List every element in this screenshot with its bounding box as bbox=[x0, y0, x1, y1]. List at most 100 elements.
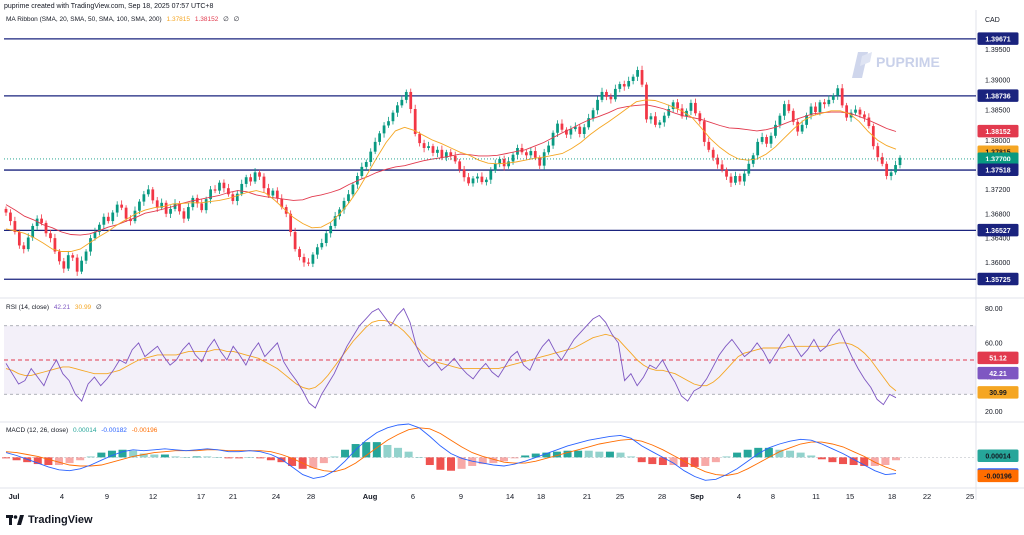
candles bbox=[4, 65, 902, 276]
candle-body bbox=[396, 105, 399, 113]
candle-body bbox=[854, 109, 857, 113]
candle-body bbox=[484, 179, 488, 183]
price-tag-label: 30.99 bbox=[989, 390, 1007, 397]
candle-body bbox=[351, 184, 355, 195]
candle-body bbox=[409, 91, 413, 110]
candle-body bbox=[249, 177, 253, 182]
candle-body bbox=[653, 116, 657, 125]
rsi-legend[interactable]: RSI (14, close) 42.21 30.99 ∅ bbox=[6, 303, 102, 311]
candle-body bbox=[787, 104, 791, 111]
candle-body bbox=[840, 88, 844, 106]
macd-histogram-bar bbox=[245, 457, 254, 458]
price-axis-tick: 1.38500 bbox=[985, 108, 1010, 115]
candle-body bbox=[347, 194, 350, 201]
price-tag-label: 1.37518 bbox=[985, 168, 1010, 175]
candle-body bbox=[4, 208, 8, 213]
macd-legend[interactable]: MACD (12, 26, close) 0.00014 -0.00182 -0… bbox=[6, 427, 157, 434]
candle-body bbox=[369, 151, 373, 162]
candle-body bbox=[338, 209, 341, 217]
candle-body bbox=[782, 104, 786, 116]
candle-body bbox=[729, 176, 733, 183]
candle-body bbox=[627, 80, 631, 87]
ma-ribbon-legend[interactable]: MA Ribbon (SMA, 20, SMA, 50, SMA, 100, S… bbox=[6, 15, 239, 23]
candle-body bbox=[227, 188, 230, 195]
price-axis-tick: 1.37200 bbox=[985, 187, 1010, 194]
macd-histogram-bar bbox=[160, 454, 169, 458]
sma50-value: 1.38152 bbox=[194, 16, 219, 23]
candle-body bbox=[831, 95, 835, 100]
macd-histogram-bar bbox=[129, 450, 138, 458]
macd-histogram-bar bbox=[65, 457, 74, 464]
candle-body bbox=[796, 121, 800, 132]
macd-value: -0.00182 bbox=[101, 427, 127, 434]
candle-body bbox=[511, 154, 515, 162]
candle-body bbox=[560, 123, 564, 130]
candle-body bbox=[106, 216, 110, 222]
macd-histogram-bar bbox=[256, 457, 265, 459]
candle-body bbox=[582, 127, 586, 134]
candle-body bbox=[253, 172, 257, 182]
rsi-ma-line bbox=[5, 320, 897, 392]
candle-body bbox=[311, 254, 315, 264]
candle-body bbox=[315, 247, 319, 255]
candle-body bbox=[440, 149, 444, 158]
candle-body bbox=[142, 194, 146, 202]
watermark: PUPRIME bbox=[852, 52, 940, 78]
candle-body bbox=[138, 201, 141, 211]
candle-body bbox=[404, 91, 408, 100]
macd-histogram-bar bbox=[552, 451, 561, 458]
candle-body bbox=[636, 70, 639, 77]
candle-body bbox=[209, 189, 212, 200]
candle-body bbox=[57, 251, 61, 262]
time-axis-label: 21 bbox=[583, 492, 591, 501]
footer-logo[interactable]: TradingView bbox=[6, 512, 93, 528]
macd-histogram-bar bbox=[531, 453, 540, 458]
candle-body bbox=[698, 113, 702, 122]
price-tag-level bbox=[977, 32, 1019, 45]
macd-histogram-bar bbox=[849, 457, 858, 466]
macd-histogram-bar bbox=[319, 457, 328, 464]
candle-body bbox=[467, 177, 470, 184]
candle-body bbox=[769, 135, 773, 144]
price-tag-sma50 bbox=[977, 351, 1019, 365]
macd-histogram-bar bbox=[288, 457, 297, 466]
candle-body bbox=[898, 157, 902, 166]
candle-body bbox=[182, 211, 186, 219]
time-axis-label: 28 bbox=[307, 492, 315, 501]
candle-body bbox=[711, 149, 715, 158]
rsi-ma-value: 30.99 bbox=[74, 304, 92, 311]
time-axis-label: 18 bbox=[537, 492, 545, 501]
candle-body bbox=[742, 173, 746, 182]
candle-body bbox=[427, 146, 430, 148]
macd-histogram-bar bbox=[680, 457, 689, 467]
time-axis-label: Aug bbox=[363, 492, 378, 501]
candle-body bbox=[547, 145, 551, 153]
macd-histogram-bar bbox=[701, 457, 710, 466]
macd-histogram-bar bbox=[330, 456, 339, 458]
macd-histogram-bar bbox=[648, 457, 657, 465]
candle-body bbox=[680, 108, 684, 117]
tradingview-logo-icon bbox=[6, 515, 24, 525]
candle-body bbox=[431, 146, 435, 153]
candle-body bbox=[587, 118, 591, 128]
macd-histogram-bar bbox=[182, 457, 191, 458]
candle-body bbox=[9, 212, 12, 222]
macd-histogram-bar bbox=[754, 447, 763, 458]
time-axis-label: 8 bbox=[771, 492, 775, 501]
chart-canvas[interactable]: PUPRIME CAD 1.39500 1.39000 1.38500 1.38000 1.… bbox=[0, 0, 1024, 512]
candle-body bbox=[289, 213, 293, 233]
macd-histogram-bar bbox=[743, 449, 752, 458]
macd-histogram-bar bbox=[213, 457, 222, 458]
candle-body bbox=[480, 176, 484, 183]
macd-histogram-bar bbox=[86, 456, 95, 458]
candle-body bbox=[889, 172, 893, 177]
time-axis-label: Jul bbox=[9, 492, 20, 501]
candle-body bbox=[49, 233, 52, 239]
price-tag-signal bbox=[977, 469, 1019, 483]
price-axis-tick: 1.39500 bbox=[985, 47, 1010, 54]
candle-body bbox=[880, 157, 884, 164]
candle-body bbox=[600, 91, 604, 100]
candle-body bbox=[293, 232, 297, 250]
candle-body bbox=[556, 123, 559, 133]
candle-body bbox=[618, 84, 622, 89]
